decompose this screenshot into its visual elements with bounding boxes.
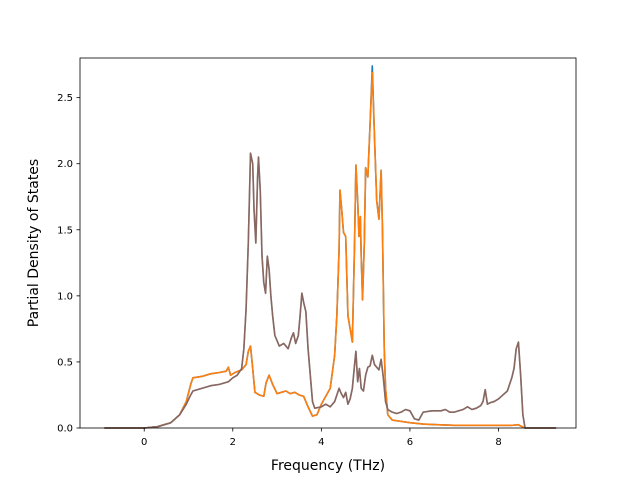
y-tick-label: 0.0 <box>57 424 73 435</box>
axes-frame <box>79 57 577 429</box>
series-layer <box>104 65 557 429</box>
y-tick-label: 1.5 <box>57 225 73 236</box>
x-tick-label: 8 <box>495 437 501 448</box>
y-tick-label: 2.5 <box>57 93 73 104</box>
x-tick-label: 4 <box>318 437 324 448</box>
y-tick-label: 1.0 <box>57 291 73 302</box>
x-tick-label: 6 <box>407 437 413 448</box>
y-tick-label: 2.0 <box>57 159 73 170</box>
series-line-4 <box>104 152 557 429</box>
y-axis-label: Partial Density of States <box>26 159 42 327</box>
x-tick-label: 2 <box>230 437 236 448</box>
x-axis-label: Frequency (THz) <box>271 458 385 474</box>
x-tick-label: 0 <box>141 437 147 448</box>
tick-layer: 0 2 4 6 8 0.0 0.5 1.0 1.5 2.0 2.5 <box>57 93 502 448</box>
series-line-2 <box>104 71 557 429</box>
y-tick-label: 0.5 <box>57 357 73 368</box>
